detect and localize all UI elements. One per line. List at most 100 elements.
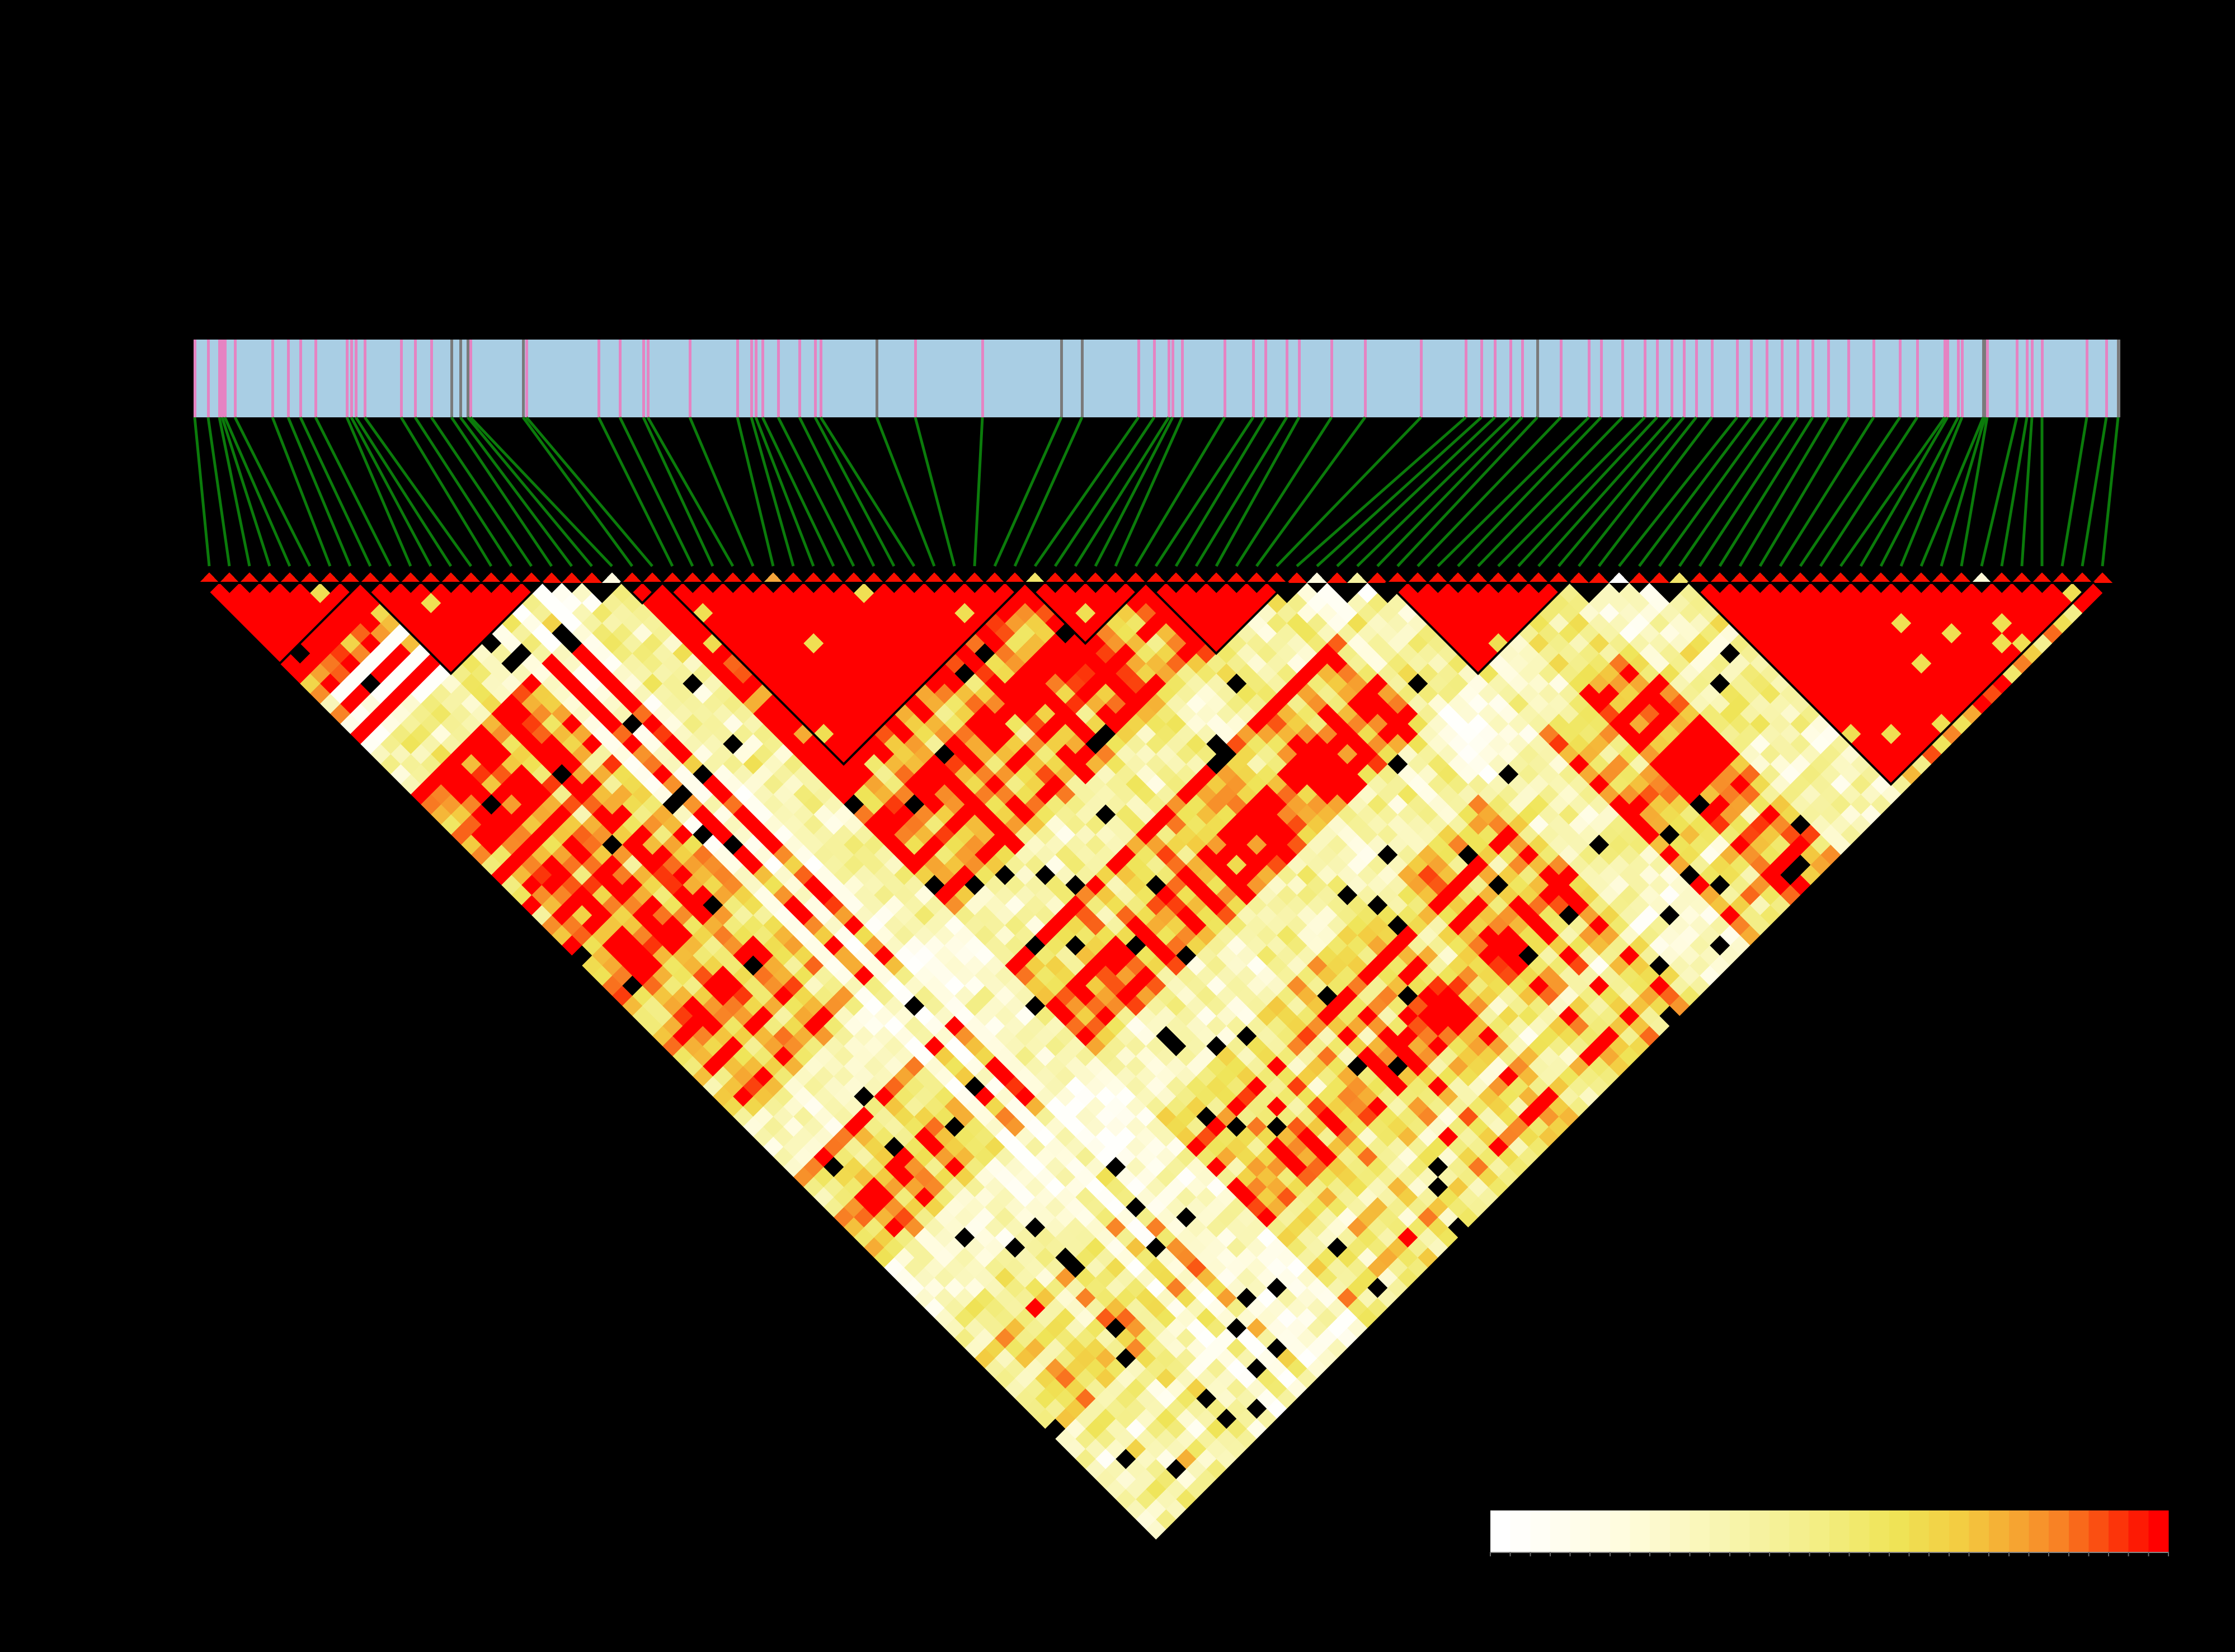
snp-tip-triangle[interactable] [562, 572, 582, 583]
snp-tip-triangle[interactable] [1186, 572, 1206, 583]
snp-tip-triangle[interactable] [1589, 572, 1609, 583]
snp-tip-triangle[interactable] [1146, 572, 1166, 583]
snp-tip-triangle[interactable] [1065, 572, 1085, 583]
snp-tip-triangle[interactable] [1690, 572, 1710, 583]
snp-tip-triangle[interactable] [1810, 572, 1831, 583]
snp-tip-triangle[interactable] [1408, 572, 1428, 583]
snp-tip-triangle[interactable] [1770, 572, 1790, 583]
snp-tip-triangle[interactable] [703, 572, 723, 583]
snp-tip-triangle[interactable] [1971, 572, 1992, 583]
marker-tick [814, 340, 817, 417]
snp-tip-triangle[interactable] [1992, 572, 2012, 583]
snp-tip-triangle[interactable] [1005, 572, 1025, 583]
snp-tip-triangle[interactable] [622, 572, 642, 583]
snp-tip-triangle[interactable] [1387, 572, 1408, 583]
snp-tip-triangle[interactable] [340, 572, 360, 583]
snp-tip-triangle[interactable] [1206, 572, 1226, 583]
snp-tip-triangle[interactable] [1710, 572, 1730, 583]
snp-tip-triangle[interactable] [360, 572, 380, 583]
snp-tip-triangle[interactable] [844, 572, 864, 583]
snp-tip-triangle[interactable] [421, 572, 441, 583]
snp-tip-triangle[interactable] [1629, 572, 1649, 583]
snp-tip-triangle[interactable] [1287, 572, 1307, 583]
snp-tip-triangle[interactable] [1569, 572, 1589, 583]
snp-tip-triangle[interactable] [1508, 572, 1528, 583]
snp-tip-triangle[interactable] [1105, 572, 1126, 583]
snp-tip-triangle[interactable] [1528, 572, 1549, 583]
snp-tip-triangle[interactable] [602, 572, 622, 583]
snp-tip-triangle[interactable] [239, 572, 260, 583]
snp-tip-triangle[interactable] [1790, 572, 1810, 583]
snp-tip-triangle[interactable] [260, 572, 280, 583]
snp-tip-triangle[interactable] [300, 572, 320, 583]
snp-tip-triangle[interactable] [1428, 572, 1448, 583]
snp-tip-triangle[interactable] [1488, 572, 1508, 583]
snp-tip-triangle[interactable] [320, 572, 340, 583]
snp-tip-triangle[interactable] [1549, 572, 1569, 583]
snp-tip-triangle[interactable] [723, 572, 743, 583]
snp-tip-triangle[interactable] [1609, 572, 1629, 583]
snp-tip-triangle[interactable] [1246, 572, 1267, 583]
snp-tip-triangle[interactable] [521, 572, 542, 583]
snp-tip-triangle[interactable] [1166, 572, 1186, 583]
marker-connector-line [1698, 416, 1799, 567]
snp-tip-triangle[interactable] [642, 572, 662, 583]
snp-tip-triangle[interactable] [944, 572, 964, 583]
snp-tip-triangle[interactable] [1831, 572, 1851, 583]
snp-tip-triangle[interactable] [1347, 572, 1367, 583]
snp-tip-triangle[interactable] [1468, 572, 1488, 583]
marker-tick [1750, 340, 1753, 417]
legend-tick [2108, 1552, 2110, 1556]
snp-tip-triangle[interactable] [401, 572, 421, 583]
snp-tip-triangle[interactable] [1750, 572, 1770, 583]
snp-tip-triangle[interactable] [1891, 572, 1911, 583]
snp-tip-triangle[interactable] [481, 572, 501, 583]
snp-tip-triangle[interactable] [1931, 572, 1951, 583]
snp-tip-triangle[interactable] [1851, 572, 1871, 583]
snp-tip-triangle[interactable] [2072, 572, 2092, 583]
snp-tip-triangle[interactable] [1951, 572, 1971, 583]
snp-tip-triangle[interactable] [1730, 572, 1750, 583]
snp-tip-triangle[interactable] [461, 572, 481, 583]
snp-tip-triangle[interactable] [380, 572, 401, 583]
snp-tip-triangle[interactable] [280, 572, 300, 583]
snp-tip-triangle[interactable] [219, 572, 239, 583]
snp-tip-triangle[interactable] [582, 572, 602, 583]
snp-tip-triangle[interactable] [501, 572, 521, 583]
snp-tip-triangle[interactable] [1226, 572, 1246, 583]
snp-tip-triangle[interactable] [1126, 572, 1146, 583]
snp-tip-triangle[interactable] [1649, 572, 1669, 583]
snp-tip-triangle[interactable] [924, 572, 944, 583]
snp-tip-triangle[interactable] [1669, 572, 1690, 583]
snp-tip-triangle[interactable] [2032, 572, 2052, 583]
snp-tip-triangle[interactable] [985, 572, 1005, 583]
snp-tip-triangle[interactable] [2012, 572, 2032, 583]
snp-tip-triangle[interactable] [1448, 572, 1468, 583]
snp-tip-triangle[interactable] [1085, 572, 1105, 583]
snp-tip-triangle[interactable] [2092, 572, 2112, 583]
snp-tip-triangle[interactable] [1911, 572, 1931, 583]
snp-tip-triangle[interactable] [964, 572, 985, 583]
snp-tip-triangle[interactable] [763, 572, 783, 583]
snp-tip-triangle[interactable] [1307, 572, 1327, 583]
snp-tip-triangle[interactable] [1367, 572, 1387, 583]
snp-tip-triangle[interactable] [824, 572, 844, 583]
snp-tip-triangle[interactable] [1267, 572, 1287, 583]
snp-tip-triangle[interactable] [199, 572, 219, 583]
snp-tip-triangle[interactable] [743, 572, 763, 583]
snp-tip-triangle[interactable] [864, 572, 884, 583]
marker-tick [736, 340, 739, 417]
snp-tip-triangle[interactable] [662, 572, 683, 583]
snp-tip-triangle[interactable] [683, 572, 703, 583]
snp-tip-triangle[interactable] [884, 572, 904, 583]
snp-tip-triangle[interactable] [803, 572, 824, 583]
snp-tip-triangle[interactable] [1045, 572, 1065, 583]
snp-tip-triangle[interactable] [2052, 572, 2072, 583]
snp-tip-triangle[interactable] [1327, 572, 1347, 583]
snp-tip-triangle[interactable] [441, 572, 461, 583]
snp-tip-triangle[interactable] [1025, 572, 1045, 583]
snp-tip-triangle[interactable] [542, 572, 562, 583]
snp-tip-triangle[interactable] [783, 572, 803, 583]
snp-tip-triangle[interactable] [1871, 572, 1891, 583]
snp-tip-triangle[interactable] [904, 572, 924, 583]
